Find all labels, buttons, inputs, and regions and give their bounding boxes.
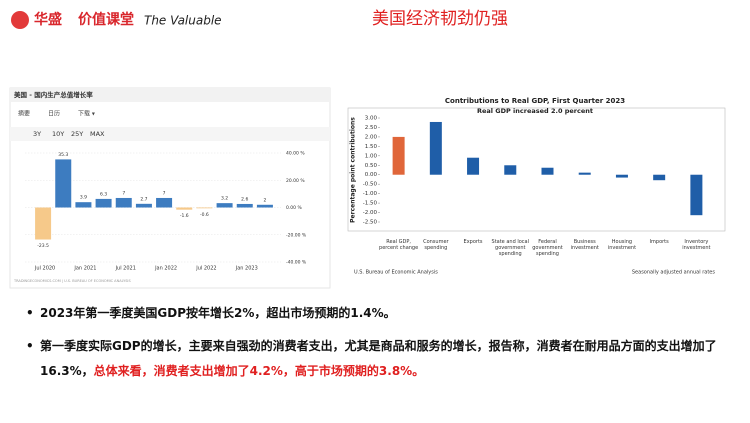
tab[interactable]: 摘要: [18, 110, 30, 118]
value-label: 2.7: [140, 196, 147, 202]
logo-icon: [11, 11, 29, 29]
bar: [216, 203, 233, 208]
x-tick-label: Housing investment: [607, 239, 637, 251]
y-tick-label: 2.00: [365, 134, 378, 140]
bar: [578, 172, 591, 175]
y-tick-label: 0.50: [365, 163, 378, 169]
range-button[interactable]: 10Y: [52, 130, 64, 138]
bar: [135, 203, 152, 208]
y-tick-label: -1.00: [363, 191, 378, 197]
bar: [653, 174, 666, 181]
value-label: -23.5: [37, 243, 49, 249]
y-tick-label: 0.00: [365, 172, 378, 178]
chart-title: Contributions to Real GDP, First Quarter…: [445, 97, 625, 105]
frame: [347, 107, 726, 232]
value-label: 2.6: [241, 196, 248, 202]
x-tick-label: Consumer spending: [423, 239, 449, 251]
x-tick-label: Exports: [463, 239, 483, 245]
value-label: 7: [163, 190, 166, 196]
bar: [615, 174, 628, 178]
bar: [55, 159, 72, 208]
x-tick-label: Federal government spending: [532, 239, 563, 257]
y-tick-label: 1.00: [365, 153, 378, 159]
bar: [196, 207, 213, 209]
panel-head: [10, 88, 330, 102]
slide-title: 美国经济韧劲仍强: [372, 9, 508, 29]
range-button[interactable]: MAX: [90, 130, 105, 138]
bar: [115, 197, 132, 208]
y-tick-label: -20.00 %: [286, 232, 307, 238]
x-tick-label: Jul 2022: [195, 266, 216, 272]
bar: [541, 167, 554, 175]
bar: [690, 174, 703, 216]
chart-title: 美国 - 国内生产总值增长率: [14, 90, 93, 99]
y-axis-title: Percentage point contributions: [350, 117, 357, 223]
x-tick-label: Jan 2022: [154, 266, 177, 272]
value-label: 6.3: [100, 191, 107, 197]
value-label: 3.2: [221, 196, 228, 202]
y-tick-label: 0.00 %: [286, 205, 302, 211]
value-label: 3.9: [80, 195, 87, 201]
bar: [504, 165, 517, 175]
bar: [429, 121, 442, 175]
x-tick-label: Real GDP, percent change: [379, 239, 419, 251]
y-tick-label: 1.50: [365, 144, 378, 150]
logo-brand: 华盛: [34, 11, 62, 28]
logo-tagline: The Valuable: [144, 14, 222, 28]
x-tick-label: Inventory investment: [682, 239, 711, 251]
x-tick-label: State and local government spending: [491, 239, 529, 257]
source: TRADINGECONOMICS.COM | U.S. BUREAU OF EC…: [13, 279, 131, 283]
bullet-text: 第一季度实际GDP的增长，主要来自强劲的消费者支出，尤其是商品和服务的增长，报告…: [40, 339, 717, 378]
y-tick-label: -2.50: [363, 220, 378, 226]
bullet-text: 2023年第一季度美国GDP按年增长2%，超出市场预期的1.4%。: [40, 306, 396, 320]
x-tick-label: Jul 2020: [34, 266, 55, 272]
value-label: -1.6: [180, 213, 189, 219]
x-tick-label: Jan 2023: [235, 266, 258, 272]
bar: [156, 197, 173, 208]
bullet-text: 总体来看，消费者支出增加了4.2%，高于市场预期的3.8%。: [93, 364, 425, 378]
x-tick-label: Imports: [649, 239, 669, 245]
y-tick-label: 2.50: [365, 125, 378, 131]
source: U.S. Bureau of Economic Analysis: [354, 270, 438, 276]
note: Seasonally adjusted annual rates: [632, 270, 716, 276]
y-tick-label: -40.00 %: [286, 260, 307, 266]
bullet: 2023年第一季度美国GDP按年增长2%，超出市场预期的1.4%。: [26, 301, 740, 326]
y-tick-label: 20.00 %: [286, 178, 305, 184]
bar: [95, 198, 112, 208]
tab[interactable]: 日历: [48, 111, 60, 118]
bar: [176, 207, 193, 210]
chart-subtitle: Real GDP increased 2.0 percent: [477, 107, 593, 115]
bar: [75, 202, 92, 208]
tab[interactable]: 下载 ▾: [78, 110, 95, 118]
value-label: -0.6: [200, 212, 209, 218]
bullet: 第一季度实际GDP的增长，主要来自强劲的消费者支出，尤其是商品和服务的增长，报告…: [26, 334, 740, 384]
x-tick-label: Jul 2021: [115, 266, 136, 272]
bar: [256, 204, 273, 208]
y-tick-label: -0.50: [363, 182, 378, 188]
x-tick-label: Jan 2021: [73, 266, 96, 272]
range-button[interactable]: 25Y: [71, 130, 83, 138]
y-tick-label: -2.00: [363, 210, 378, 216]
range-button[interactable]: 3Y: [33, 130, 41, 138]
value-label: 2: [263, 197, 266, 203]
toolbar: [10, 127, 330, 141]
y-tick-label: -1.50: [363, 201, 378, 207]
bar: [35, 207, 52, 240]
bar: [236, 203, 253, 208]
value-label: 7: [122, 190, 125, 196]
logo-course: 价值课堂: [78, 11, 134, 28]
bar: [467, 157, 480, 175]
x-tick-label: Business investment: [570, 239, 599, 251]
y-tick-label: 3.00: [365, 116, 378, 122]
y-tick-label: 40.00 %: [286, 151, 305, 157]
value-label: 35.3: [58, 152, 68, 158]
bar: [392, 136, 405, 175]
